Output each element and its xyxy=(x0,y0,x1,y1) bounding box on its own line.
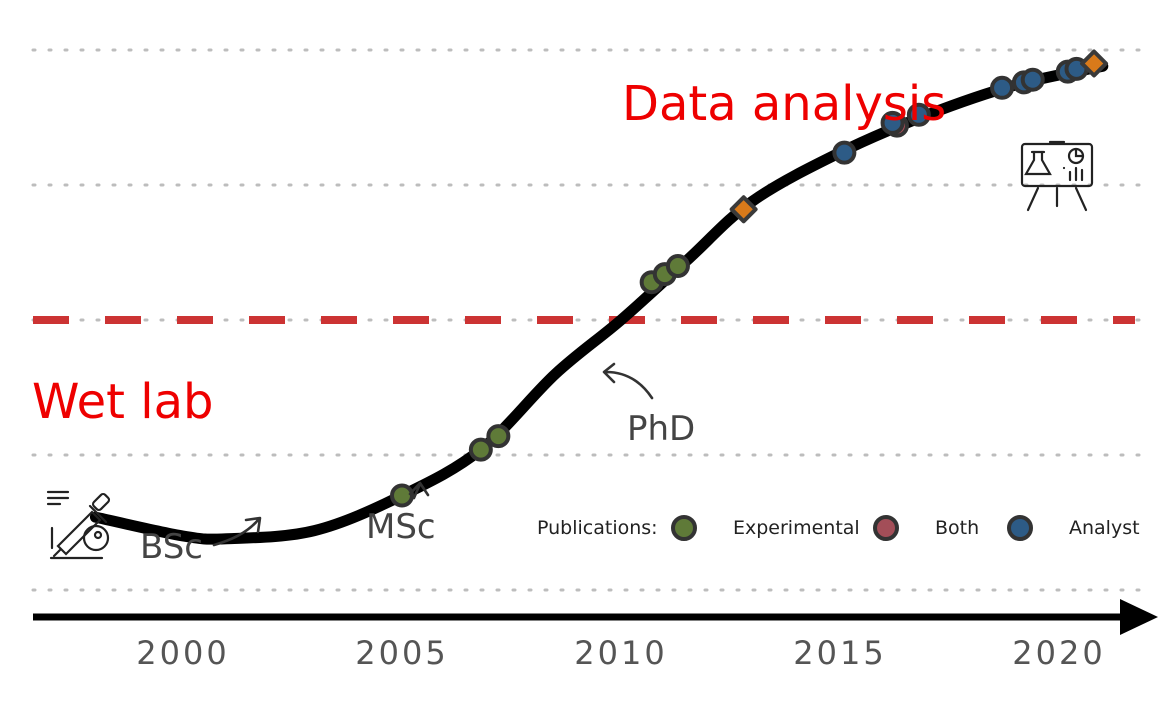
publication-marker-experimental xyxy=(665,254,690,278)
legend-label-analyst: Analyst xyxy=(1069,517,1140,539)
wet-lab-pipette-icon xyxy=(46,490,111,560)
milestones: BSc MSc PhD xyxy=(140,362,695,567)
x-axis-arrowhead xyxy=(1120,599,1158,635)
milestone-label-msc: MSc xyxy=(366,507,436,547)
publication-marker-analyst xyxy=(906,102,931,127)
x-axis xyxy=(33,599,1158,635)
data-analysis-label: Data analysis xyxy=(622,76,946,132)
publication-marker-analyst xyxy=(1020,67,1045,92)
legend-marker-analyst xyxy=(1007,515,1033,541)
legend-marker-experimental xyxy=(671,515,697,541)
x-tick-label: 2010 xyxy=(574,634,667,672)
gridlines xyxy=(31,48,1152,592)
x-tick-label: 2015 xyxy=(793,634,886,672)
milestone-arrow-bsc xyxy=(212,516,262,547)
publication-marker-experimental xyxy=(390,483,414,508)
legend-label-both: Both xyxy=(935,517,979,539)
x-tick-label: 2005 xyxy=(355,634,448,672)
legend-marker-both xyxy=(873,515,899,541)
legend-title: Publications: xyxy=(537,517,658,539)
publication-marker-experimental xyxy=(486,424,511,449)
career-curve-line xyxy=(89,60,1109,545)
publication-marker-analyst xyxy=(880,110,905,135)
publication-marker-analyst xyxy=(990,75,1015,100)
publication-marker-diamond xyxy=(729,195,758,224)
wet-lab-label: Wet lab xyxy=(32,374,213,430)
milestone-label-bsc: BSc xyxy=(140,527,203,567)
data-analysis-presentation-icon xyxy=(1020,140,1094,212)
publication-markers xyxy=(390,49,1109,508)
milestone-label-phd: PhD xyxy=(627,409,695,449)
publication-marker-experimental xyxy=(468,437,493,462)
publication-marker-analyst xyxy=(832,140,857,165)
milestone-arrow-msc xyxy=(408,481,430,500)
x-tick-labels: 2000 2005 2010 2015 2020 xyxy=(136,634,1105,672)
x-tick-label: 2000 xyxy=(136,634,229,672)
legend-label-experimental: Experimental xyxy=(733,517,860,539)
legend: Publications: Experimental Both Analyst xyxy=(537,515,1140,541)
milestone-arrow-phd xyxy=(602,362,654,400)
x-tick-label: 2020 xyxy=(1012,634,1105,672)
career-curve xyxy=(89,60,1109,545)
publication-marker-diamond xyxy=(1080,49,1109,78)
